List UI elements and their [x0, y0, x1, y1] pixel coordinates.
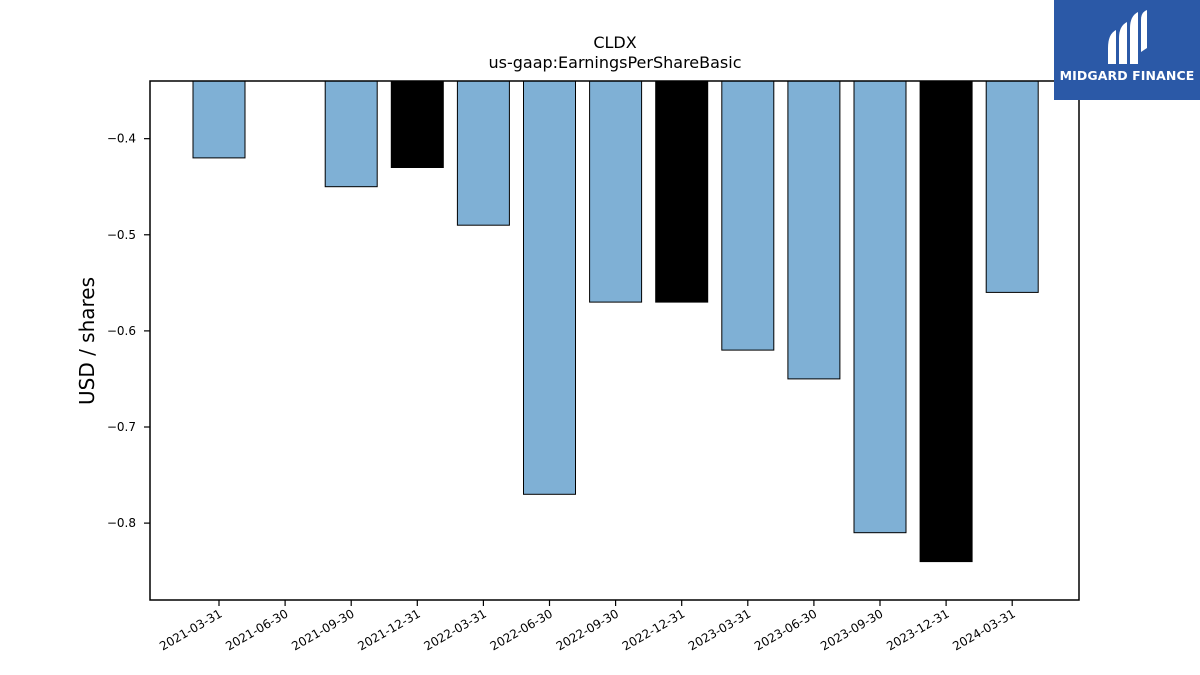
bar-2022-03-31	[456, 80, 510, 226]
y-tick-label: −0.8	[107, 516, 136, 530]
x-tick-label: 2022-06-30	[488, 606, 555, 653]
x-tick-label: 2021-12-31	[355, 606, 422, 653]
brand-logo: MIDGARD FINANCE	[1054, 0, 1200, 100]
bar-2022-12-31	[655, 80, 709, 303]
plot-area-frame	[149, 80, 1080, 601]
x-tick-label: 2023-06-30	[752, 606, 819, 653]
bar-2023-12-31	[919, 80, 973, 563]
bar-2023-03-31	[721, 80, 775, 351]
x-tick-label: 2023-12-31	[884, 606, 951, 653]
bar-2024-03-31	[985, 80, 1039, 293]
y-tick-label: −0.7	[107, 420, 136, 434]
x-tick-label: 2021-09-30	[289, 606, 356, 653]
y-tick-label: −0.4	[107, 132, 136, 146]
chart-subtitle: us-gaap:EarningsPerShareBasic	[488, 53, 741, 72]
x-tick-label: 2024-03-31	[950, 606, 1017, 653]
x-tick-label: 2022-09-30	[554, 606, 621, 653]
bars-group	[192, 80, 1039, 563]
bar-2022-09-30	[589, 80, 643, 303]
bar-2023-09-30	[853, 80, 907, 534]
bar-2021-03-31	[192, 80, 246, 159]
bar-2022-06-30	[523, 80, 576, 495]
x-tick-label: 2021-03-31	[157, 606, 224, 653]
bar-2021-12-31	[390, 80, 444, 168]
bar-2021-09-30	[324, 80, 378, 188]
x-tick-label: 2022-03-31	[421, 606, 488, 653]
x-tick-label: 2023-03-31	[686, 606, 753, 653]
y-axis: −0.4 −0.5 −0.6 −0.7 −0.8	[107, 132, 150, 530]
x-axis: 2021-03-312021-06-302021-09-302021-12-31…	[157, 600, 1018, 653]
x-tick-label: 2022-12-31	[620, 606, 687, 653]
y-tick-label: −0.5	[107, 228, 136, 242]
y-axis-label: USD / shares	[75, 277, 99, 405]
brand-name: MIDGARD FINANCE	[1059, 68, 1195, 83]
chart-title: CLDX	[593, 33, 636, 52]
bar-2023-06-30	[787, 80, 841, 380]
y-tick-label: −0.6	[107, 324, 136, 338]
x-tick-label: 2021-06-30	[223, 606, 290, 653]
x-tick-label: 2023-09-30	[818, 606, 885, 653]
midgard-logo-icon	[1108, 10, 1147, 64]
